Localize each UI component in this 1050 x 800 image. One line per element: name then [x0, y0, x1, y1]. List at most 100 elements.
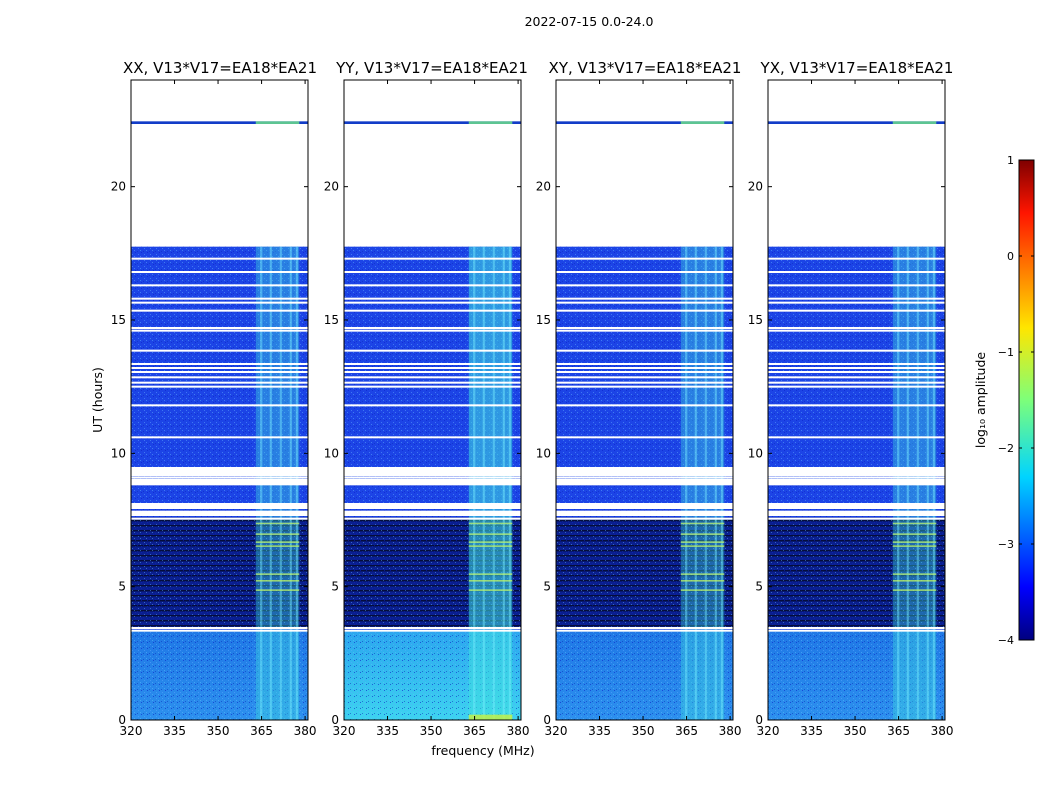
- data-gap: [131, 478, 308, 486]
- data-gap: [131, 297, 308, 300]
- data-gap: [556, 517, 733, 520]
- rfi-burst: [468, 714, 513, 720]
- rfi-stripe: [255, 121, 300, 124]
- panel-xy: 320 335 350 365 380 0 5 10 15 20: [536, 79, 742, 738]
- x-tick-label: 320: [333, 724, 356, 738]
- panel-title: YX, V13*V17=EA18*EA21: [760, 59, 954, 77]
- y-tick-label: 10: [748, 446, 763, 460]
- data-gap: [344, 327, 521, 329]
- data-gap: [556, 629, 733, 632]
- heatmap-stripe: [131, 121, 308, 124]
- rfi-burst: [680, 541, 725, 543]
- data-gap: [344, 385, 521, 388]
- panel-frame: [130, 79, 309, 721]
- data-gap: [768, 371, 945, 373]
- x-tick-label: 335: [376, 724, 399, 738]
- data-gap: [344, 376, 521, 379]
- rfi-stripe: [892, 121, 937, 124]
- panel-frame: [343, 79, 522, 721]
- x-tick-label: 380: [931, 724, 954, 738]
- data-gap: [556, 385, 733, 388]
- colorbar-tick-label: 1: [1007, 154, 1014, 167]
- panel-xx: 320 335 350 365 380 0 5 10 15 20: [111, 79, 317, 738]
- data-gap: [768, 476, 945, 479]
- data-gap: [556, 309, 733, 312]
- data-gap: [556, 329, 733, 332]
- data-gap: [768, 376, 945, 379]
- colorbar-tick-label: −3: [998, 538, 1014, 551]
- x-tick-label: 335: [588, 724, 611, 738]
- panel-plot: [131, 121, 308, 720]
- data-gap: [131, 468, 308, 476]
- rfi-burst: [468, 573, 513, 575]
- data-gap: [556, 327, 733, 329]
- rfi-burst: [468, 541, 513, 543]
- rfi-burst: [468, 522, 513, 525]
- y-tick-label: 10: [324, 446, 339, 460]
- data-gap: [768, 257, 945, 260]
- data-gap: [131, 376, 308, 379]
- colorbar-tick-label: −2: [998, 442, 1014, 455]
- rfi-burst: [255, 580, 300, 582]
- data-gap: [344, 517, 521, 520]
- x-tick-label: 350: [844, 724, 867, 738]
- data-gap: [556, 271, 733, 273]
- heatmap-stripe: [768, 121, 945, 124]
- x-tick-label: 320: [120, 724, 143, 738]
- y-axis-label: UT (hours): [90, 367, 105, 433]
- y-tick-label: 0: [331, 713, 339, 727]
- x-tick-label: 365: [463, 724, 486, 738]
- data-gap: [344, 468, 521, 476]
- data-gap: [768, 301, 945, 304]
- y-tick-label: 10: [536, 446, 551, 460]
- heatmap-stripe: [556, 121, 733, 124]
- panel-title: YY, V13*V17=EA18*EA21: [335, 59, 528, 77]
- data-gap: [556, 257, 733, 260]
- panel-yx: 320 335 350 365 380 0 5 10 15 20: [748, 79, 954, 738]
- data-gap: [768, 327, 945, 329]
- rfi-burst: [892, 545, 937, 547]
- rfi-burst: [680, 545, 725, 547]
- rfi-burst: [892, 533, 937, 535]
- data-gap: [131, 517, 308, 520]
- data-gap: [344, 271, 521, 273]
- data-gap: [556, 478, 733, 486]
- data-gap: [556, 376, 733, 379]
- panel-plot: [768, 121, 945, 720]
- data-gap: [131, 436, 308, 439]
- data-gap: [344, 476, 521, 479]
- panel-title: XY, V13*V17=EA18*EA21: [549, 59, 742, 77]
- x-tick-label: 320: [545, 724, 568, 738]
- colorbar-gradient: [1018, 159, 1035, 641]
- data-gap: [556, 404, 733, 407]
- data-gap: [556, 504, 733, 508]
- panel-plot: [556, 121, 733, 720]
- x-tick-label: 350: [420, 724, 443, 738]
- rfi-burst: [892, 589, 937, 591]
- x-tick-label: 320: [757, 724, 780, 738]
- data-gap: [768, 297, 945, 300]
- data-gap: [556, 284, 733, 287]
- data-gap: [131, 385, 308, 388]
- y-tick-label: 20: [536, 180, 551, 194]
- data-gap: [768, 349, 945, 352]
- rfi-stripe: [680, 121, 725, 124]
- data-gap: [768, 504, 945, 508]
- rfi-stripe: [468, 121, 513, 124]
- data-gap: [131, 627, 308, 629]
- data-gap: [344, 257, 521, 260]
- data-gap: [344, 627, 521, 629]
- data-gap: [131, 476, 308, 479]
- x-tick-label: 365: [250, 724, 273, 738]
- data-gap: [556, 371, 733, 373]
- data-gap: [768, 367, 945, 369]
- data-gap: [344, 329, 521, 332]
- x-tick-label: 365: [887, 724, 910, 738]
- x-tick-label: 335: [163, 724, 186, 738]
- data-gap: [344, 478, 521, 486]
- x-tick-label: 380: [507, 724, 530, 738]
- data-gap: [556, 468, 733, 476]
- rfi-burst: [892, 522, 937, 525]
- data-gap: [131, 271, 308, 273]
- data-gap: [344, 301, 521, 304]
